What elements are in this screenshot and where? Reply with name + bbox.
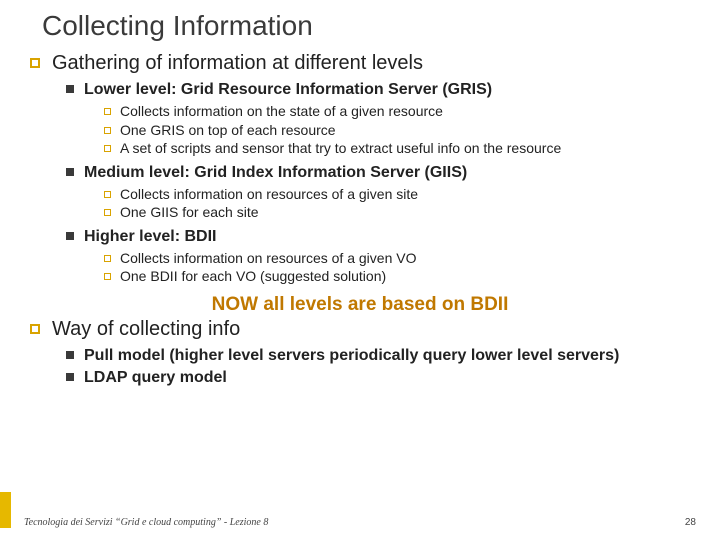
item-medium-level: Medium level: Grid Index Information Ser… [66,164,696,182]
highlight-line: NOW all levels are based on BDII [24,294,696,316]
hollow-square-icon [30,58,40,68]
filled-square-icon [66,373,74,381]
page-number: 28 [685,517,696,528]
filled-square-icon [66,168,74,176]
hollow-square-icon [30,324,40,334]
hollow-square-icon [104,209,111,216]
sub-item: A set of scripts and sensor that try to … [104,140,696,158]
sub-item: Collects information on resources of a g… [104,186,696,204]
item-ldap-model: LDAP query model [66,369,696,387]
section-way-collecting: Way of collecting info [30,318,696,341]
item-label: Lower level: Grid Resource Information S… [84,81,492,98]
sub-text: One GRIS on top of each resource [120,122,336,138]
item-pull-model: Pull model (higher level servers periodi… [66,347,696,365]
item-lower-level: Lower level: Grid Resource Information S… [66,81,696,99]
section-gathering: Gathering of information at different le… [30,52,696,75]
section-label: Way of collecting info [52,318,240,340]
sub-text: Collects information on resources of a g… [120,250,416,266]
hollow-square-icon [104,255,111,262]
sub-text: Collects information on the state of a g… [120,103,443,119]
sub-text: A set of scripts and sensor that try to … [120,140,561,156]
hollow-square-icon [104,145,111,152]
sub-item: One GIIS for each site [104,204,696,222]
hollow-square-icon [104,108,111,115]
accent-bar [0,492,11,528]
footer: Tecnologia dei Servizi “Grid e cloud com… [24,517,696,528]
sub-item: Collects information on the state of a g… [104,103,696,121]
section-label: Gathering of information at different le… [52,52,423,74]
sub-text: One BDII for each VO (suggested solution… [120,268,386,284]
slide-title: Collecting Information [42,10,696,42]
sub-text: One GIIS for each site [120,204,259,220]
hollow-square-icon [104,127,111,134]
sub-item: One BDII for each VO (suggested solution… [104,268,696,286]
item-label: Pull model (higher level servers periodi… [84,347,619,364]
sub-item: One GRIS on top of each resource [104,122,696,140]
sub-item: Collects information on resources of a g… [104,250,696,268]
footer-left: Tecnologia dei Servizi “Grid e cloud com… [24,517,268,528]
item-label: Medium level: Grid Index Information Ser… [84,164,467,181]
filled-square-icon [66,351,74,359]
highlight-text: NOW all levels are based on BDII [212,294,509,315]
slide-container: Collecting Information Gathering of info… [0,0,720,540]
item-higher-level: Higher level: BDII [66,228,696,246]
item-label: LDAP query model [84,369,227,386]
filled-square-icon [66,85,74,93]
hollow-square-icon [104,191,111,198]
filled-square-icon [66,232,74,240]
sub-text: Collects information on resources of a g… [120,186,418,202]
hollow-square-icon [104,273,111,280]
item-label: Higher level: BDII [84,228,216,245]
